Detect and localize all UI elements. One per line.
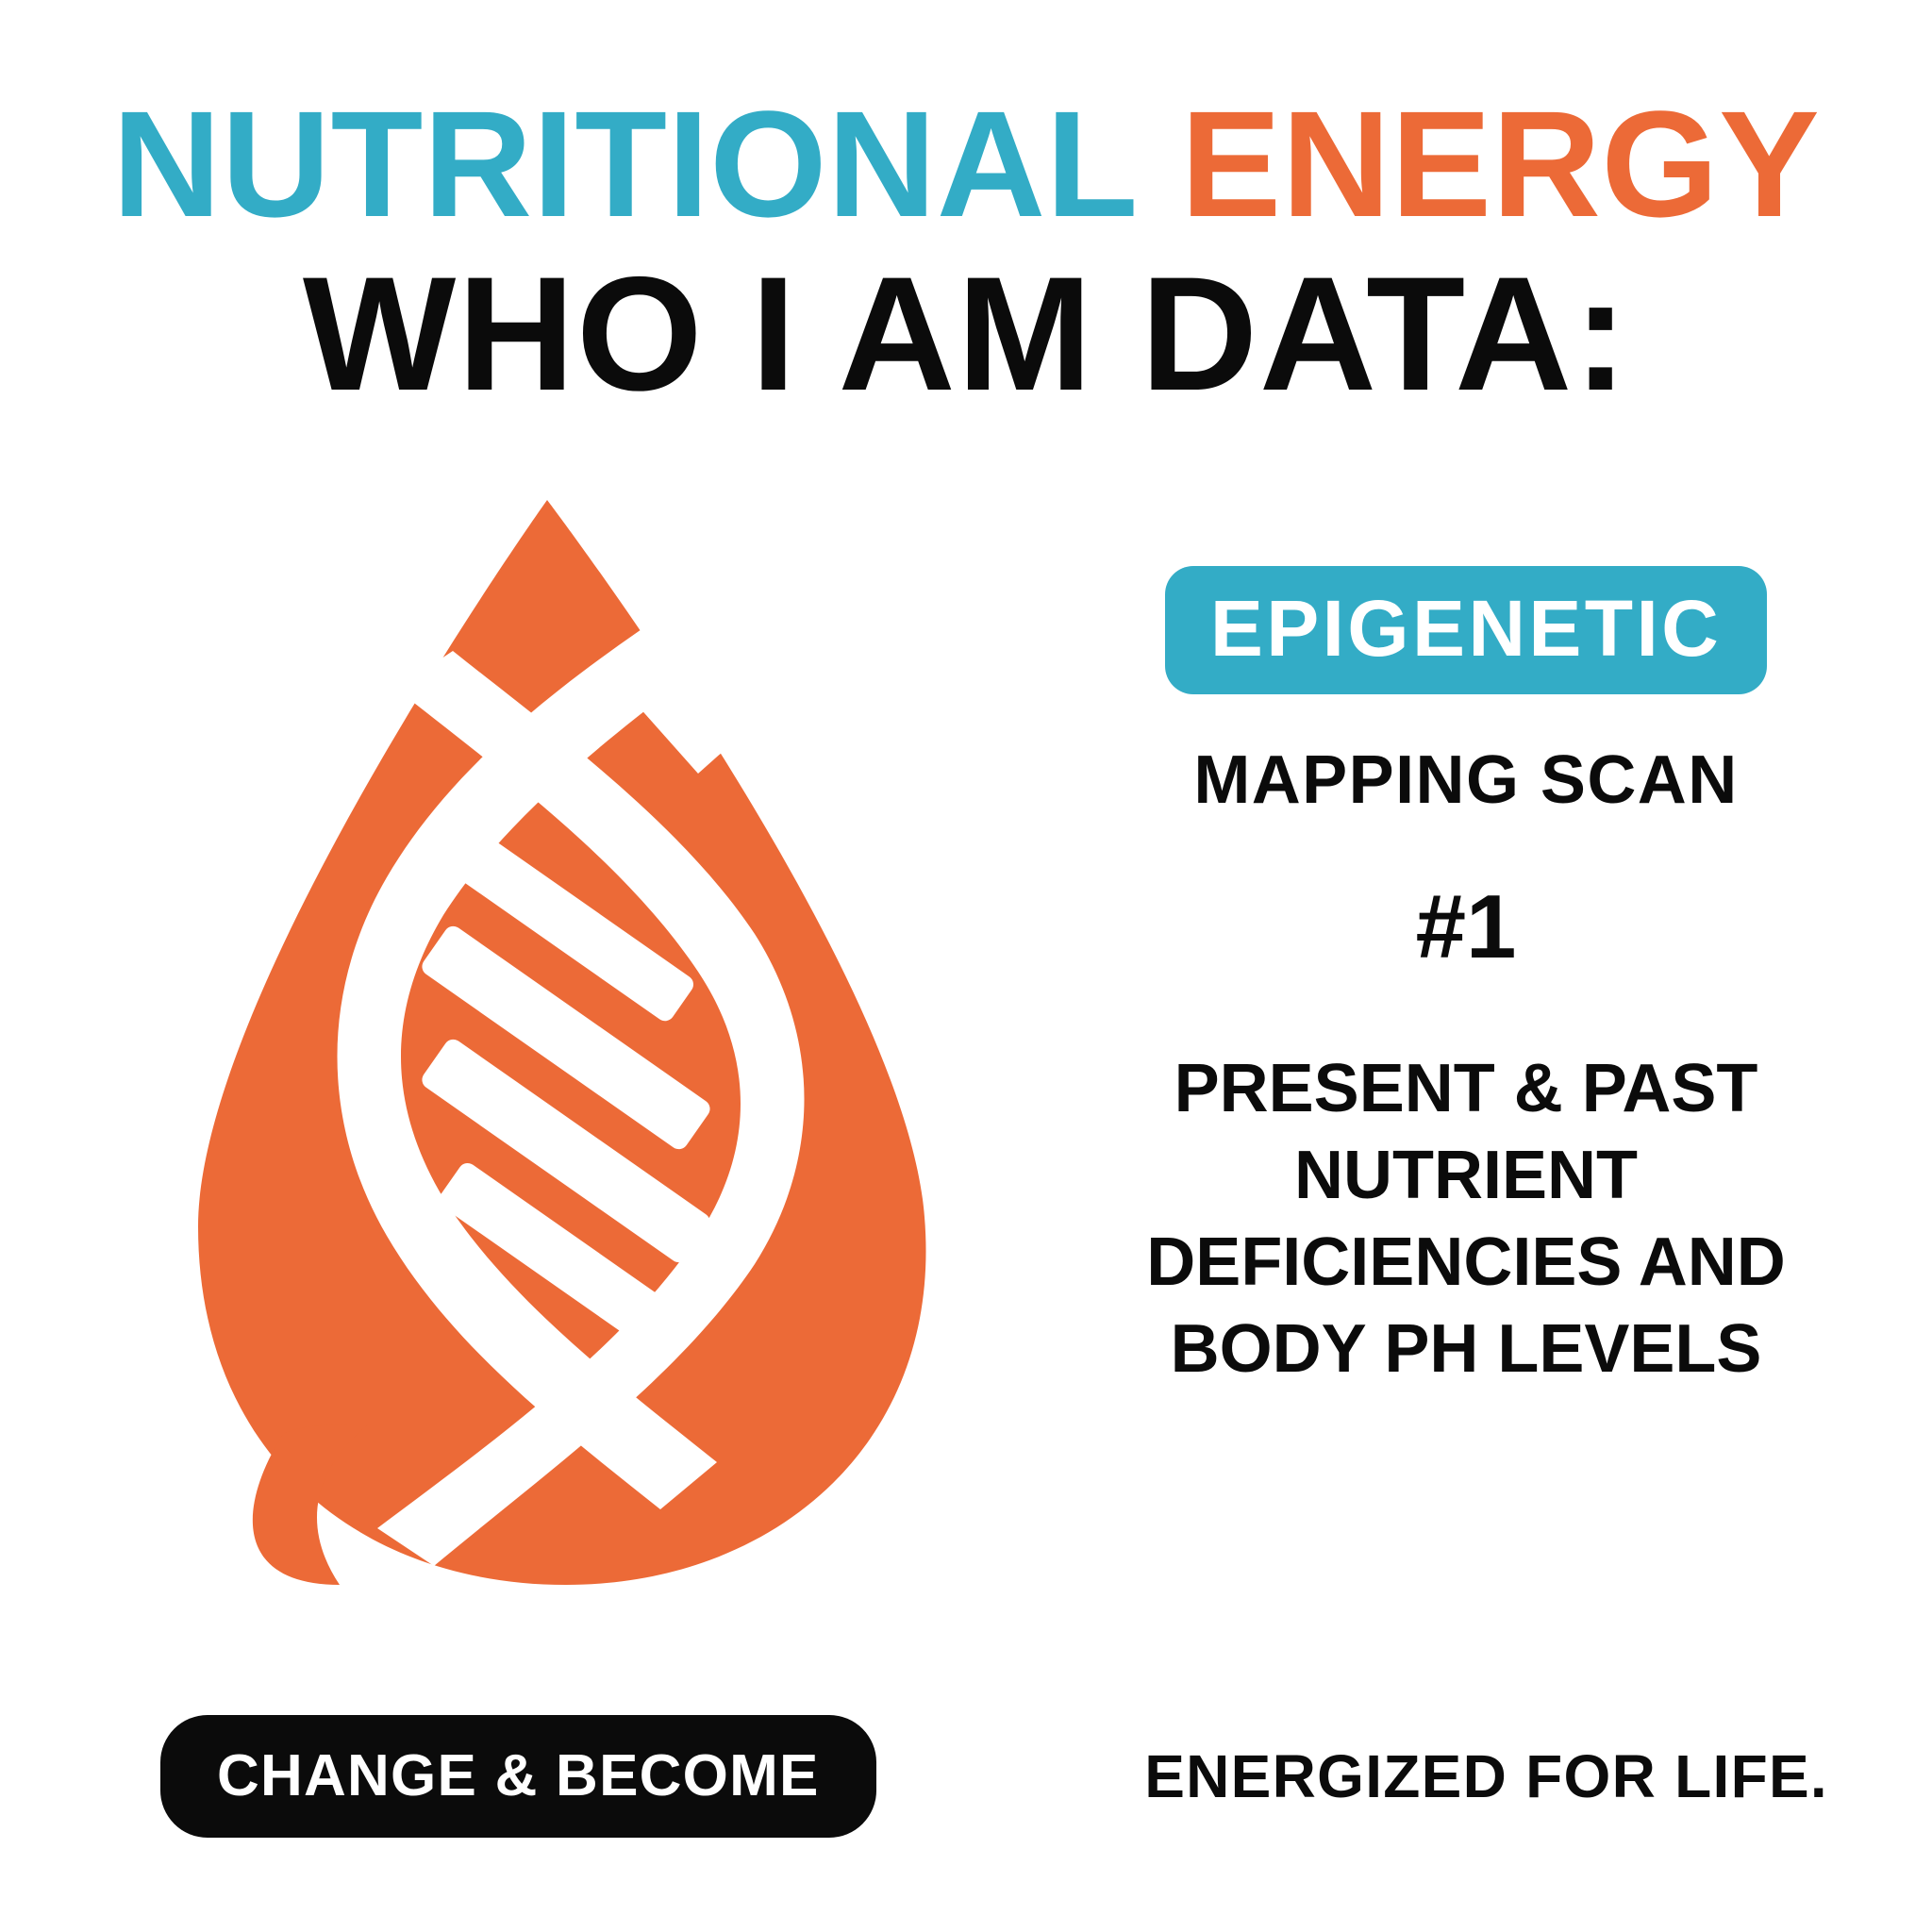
title-word-energy: ENERGY [1180, 85, 1820, 243]
change-become-pill: CHANGE & BECOME [160, 1715, 876, 1838]
rank-number: #1 [1416, 875, 1517, 979]
main-row: EPIGENETIC MAPPING SCAN #1 PRESENT & PAS… [66, 481, 1866, 1613]
title-line-1: NUTRITIONAL ENERGY [66, 85, 1866, 243]
description-text: PRESENT & PAST NUTRIENT DEFICIENCIES AND… [1079, 1045, 1853, 1393]
dna-drop-icon [94, 481, 1000, 1613]
epigenetic-badge: EPIGENETIC [1165, 566, 1767, 694]
tagline-text: ENERGIZED FOR LIFE. [1144, 1741, 1828, 1811]
infographic-canvas: NUTRITIONAL ENERGY WHO I AM DATA: [0, 0, 1932, 1932]
footer-row: CHANGE & BECOME ENERGIZED FOR LIFE. [0, 1715, 1932, 1838]
mapping-scan-label: MAPPING SCAN [1193, 741, 1738, 819]
right-column: EPIGENETIC MAPPING SCAN #1 PRESENT & PAS… [1066, 481, 1866, 1393]
title-line-2: WHO I AM DATA: [66, 253, 1866, 415]
left-column [66, 481, 1028, 1613]
title-word-nutritional: NUTRITIONAL [112, 85, 1139, 243]
